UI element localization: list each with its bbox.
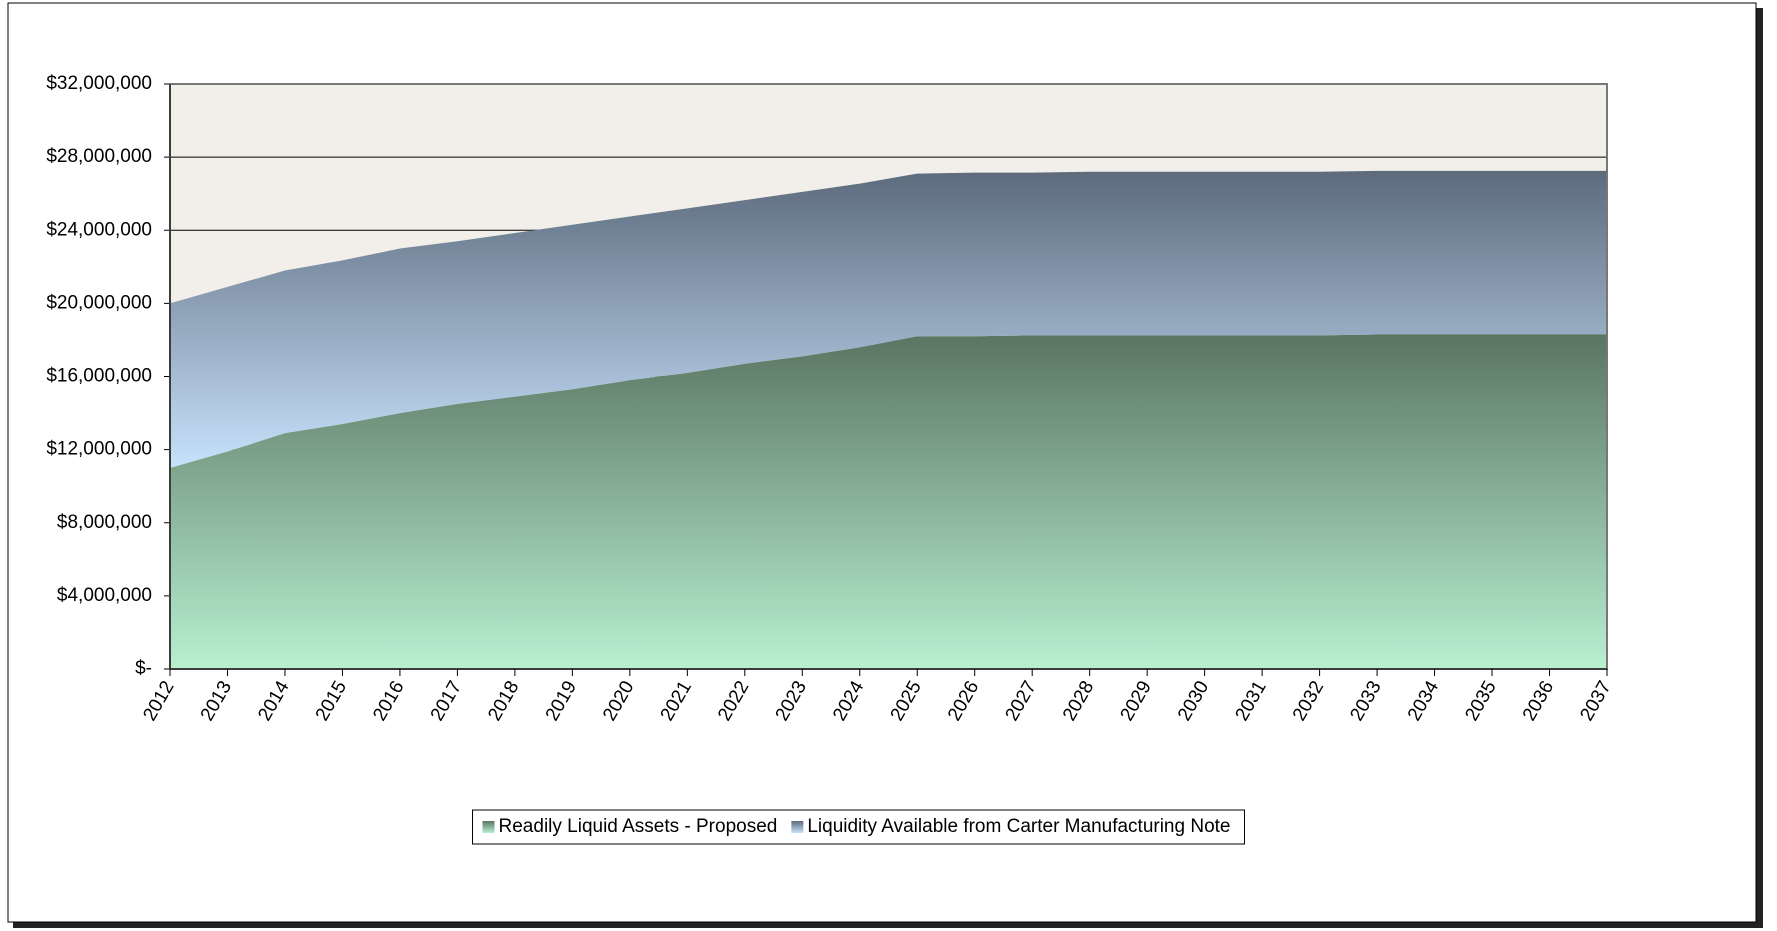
y-tick-label: $24,000,000: [46, 219, 152, 240]
y-tick-label: $4,000,000: [57, 585, 152, 606]
legend-swatch: [482, 821, 495, 833]
y-tick-label: $16,000,000: [46, 366, 152, 387]
legend-swatch: [791, 821, 804, 833]
area: [170, 334, 1607, 669]
y-tick-label: $32,000,000: [46, 73, 152, 94]
y-tick-label: $8,000,000: [57, 512, 152, 533]
y-tick-label: $-: [135, 658, 152, 679]
legend-label: Readily Liquid Assets - Proposed: [499, 816, 778, 837]
area: [170, 170, 1607, 468]
y-tick-label: $20,000,000: [46, 292, 152, 313]
legend: [472, 809, 1245, 845]
legend-label: Liquidity Available from Carter Manufact…: [807, 816, 1230, 837]
y-tick-label: $12,000,000: [46, 439, 152, 460]
y-tick-label: $28,000,000: [46, 146, 152, 167]
